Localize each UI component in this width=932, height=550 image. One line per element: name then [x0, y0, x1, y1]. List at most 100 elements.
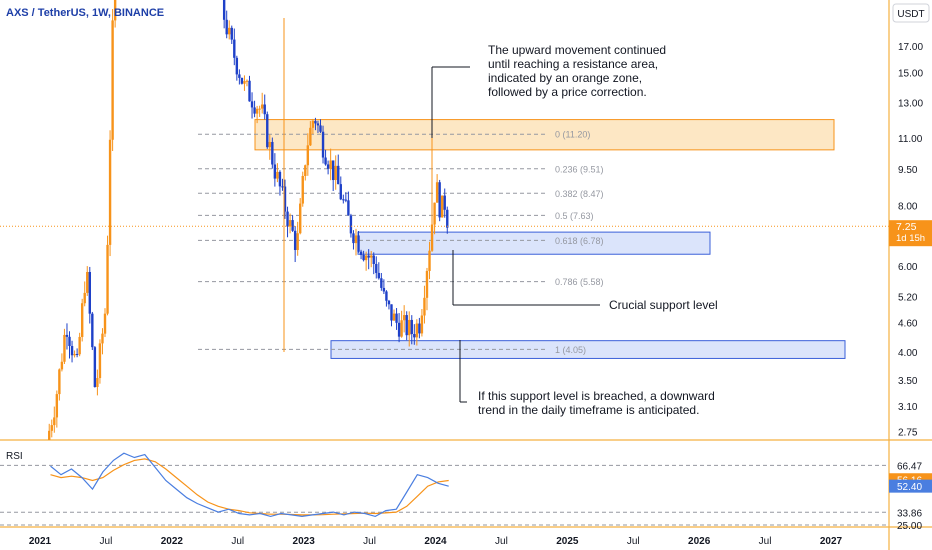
candle-body [83, 292, 86, 304]
candle-body [387, 300, 391, 305]
candle-body [248, 80, 251, 102]
candle-body [91, 313, 94, 348]
candle-body [362, 254, 365, 261]
time-axis-label: 2026 [688, 536, 711, 547]
candle-body [357, 235, 360, 252]
candle-body [288, 220, 292, 227]
candle-body [245, 80, 249, 82]
price-tick-label: 5.20 [898, 292, 918, 303]
candle-body [58, 369, 61, 395]
candle-body [423, 297, 426, 316]
candle-body [380, 278, 383, 288]
candle-body [349, 215, 353, 234]
candle-body [250, 101, 254, 108]
price-tick-label: 8.00 [898, 201, 918, 212]
resistance-note: The upward movement continued until reac… [488, 43, 669, 99]
candle-body [70, 346, 74, 356]
candle-body [53, 417, 56, 426]
candle-body [48, 430, 51, 440]
fib-levels-layer: 0 (11.20) 0.236 (9.51) 0.382 (8.47) 0.5 (7.… [198, 130, 604, 355]
candle-body [334, 165, 337, 181]
candle-body [339, 184, 342, 200]
candle-body [324, 157, 327, 165]
candle-body [347, 200, 350, 216]
time-axis-label: Jul [100, 536, 113, 547]
price-tick-label: 17.00 [898, 42, 923, 53]
candle-body [372, 255, 375, 264]
support-note: Crucial support level [609, 298, 718, 312]
candle-body [418, 323, 421, 334]
fib-level-label: 0 (11.20) [555, 130, 590, 140]
candle-body [311, 120, 315, 128]
price-tick-label: 3.50 [898, 376, 918, 387]
fib-level-label: 1 (4.05) [555, 345, 586, 355]
candle-body [314, 120, 317, 124]
price-tick-label: 6.00 [898, 262, 918, 273]
candle-body [390, 304, 393, 321]
candle-body [68, 336, 71, 347]
candle-body [377, 272, 381, 279]
candle-body [344, 199, 348, 201]
candle-body [60, 361, 64, 370]
candle-body [230, 27, 233, 40]
price-tick-label: 13.00 [898, 99, 923, 110]
candle-body [433, 202, 436, 225]
rsi-tick-label: 66.47 [897, 461, 922, 472]
candle-body [111, 20, 114, 140]
time-axis-label: 2021 [29, 536, 52, 547]
candle-body [299, 203, 302, 234]
candle-body [243, 81, 246, 84]
candle-body [113, 0, 117, 21]
candle-body [268, 141, 271, 148]
candle-body [253, 107, 256, 114]
candle-body [103, 313, 107, 334]
time-axis-label: 2022 [161, 536, 184, 547]
price-tick-label: 3.10 [898, 402, 918, 413]
price-tick-label: 2.75 [898, 427, 918, 438]
candle-body [283, 186, 287, 212]
candle-body [392, 313, 396, 321]
current-price-value: 7.25 [896, 221, 917, 233]
candle-body [329, 160, 332, 169]
candle-body [291, 220, 294, 231]
candles-layer [48, 0, 449, 440]
currency-badge[interactable] [892, 3, 930, 23]
candle-body [306, 145, 310, 166]
price-tick-label: 15.00 [898, 68, 923, 79]
candle-body [260, 104, 264, 109]
candle-body [370, 255, 373, 258]
candle-body [50, 425, 53, 431]
currency-label: USDT [897, 9, 924, 20]
candle-body [98, 343, 102, 379]
candle-body [354, 235, 358, 244]
price-tick-label: 9.50 [898, 165, 918, 176]
candle-body [443, 195, 446, 210]
fib-level-label: 0.5 (7.63) [555, 211, 594, 221]
candle-body [352, 233, 355, 244]
candle-body [301, 175, 304, 204]
candle-body [309, 127, 312, 146]
candle-body [304, 165, 307, 176]
time-axis-label: 2023 [293, 536, 316, 547]
time-axis-label: Jul [627, 536, 640, 547]
candle-body [408, 319, 411, 336]
current-price-badge [889, 220, 932, 247]
candle-body [425, 270, 429, 298]
candle-body [108, 139, 112, 245]
axes-layer: 17.00 15.00 13.00 11.00 9.50 8.00 6.00 5.20 4.60… [29, 42, 924, 547]
candle-body [410, 319, 413, 335]
resistance-note-line: until reaching a resistance area, [488, 57, 658, 71]
time-axis-label: Jul [363, 536, 376, 547]
candle-body [222, 0, 226, 20]
rsi-line [50, 452, 449, 518]
price-tick-label: 11.00 [898, 134, 923, 145]
candle-body [93, 347, 97, 388]
price-tick-label: 4.60 [898, 318, 918, 329]
resistance-note-line: followed by a price correction. [488, 85, 647, 99]
candle-body [342, 199, 345, 201]
zones-layer [254, 119, 846, 359]
candle-body [319, 125, 322, 132]
